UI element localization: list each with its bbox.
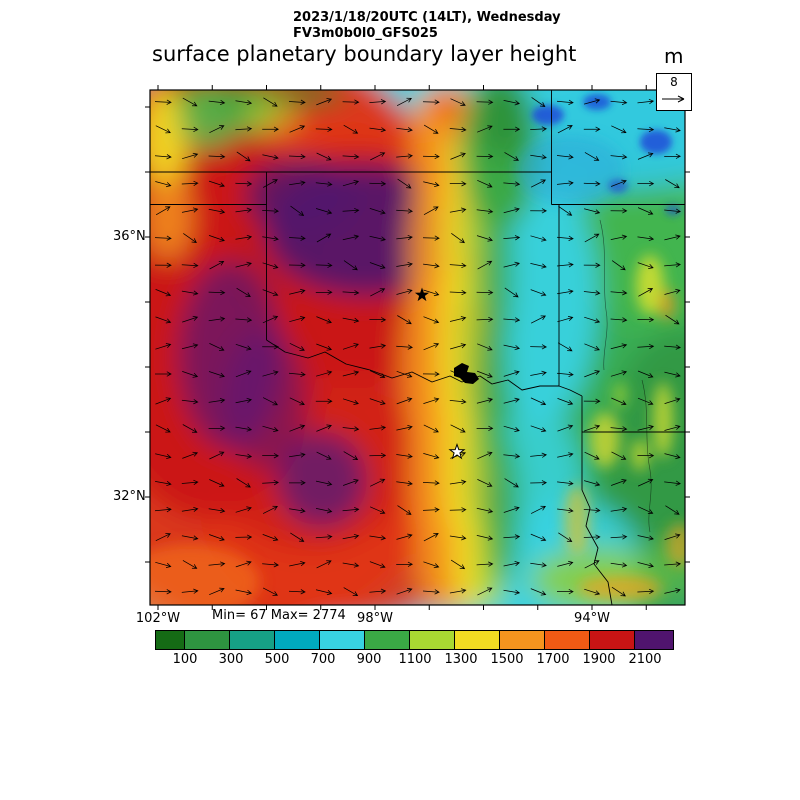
colorbar-segment (319, 630, 365, 650)
colorbar-tick-label: 300 (218, 652, 244, 667)
lon-label-98w: 98°W (357, 611, 393, 626)
map-frame (149, 89, 686, 606)
min-max-label: Min= 67 Max= 2774 (212, 608, 346, 623)
colorbar-tick-label: 700 (310, 652, 336, 667)
colorbar-tick-label: 1900 (582, 652, 616, 667)
colorbar-tick-label: 900 (356, 652, 382, 667)
colorbar (155, 630, 685, 650)
colorbar-tick-label: 1300 (444, 652, 478, 667)
colorbar-tick-label: 2100 (628, 652, 662, 667)
star-marker (414, 287, 430, 302)
star-marker (448, 442, 466, 460)
lat-label-32n: 32°N (113, 489, 146, 504)
colorbar-segment (454, 630, 500, 650)
units-label: m (664, 44, 684, 68)
colorbar-segment (155, 630, 185, 650)
colorbar-segment (634, 630, 674, 650)
lat-label-36n: 36°N (113, 229, 146, 244)
wind-arrows (154, 97, 682, 597)
colorbar-tick-label: 1100 (398, 652, 432, 667)
colorbar-tick-label: 1700 (536, 652, 570, 667)
plot-title: surface planetary boundary layer height (152, 42, 577, 66)
lon-label-94w: 94°W (574, 611, 610, 626)
colorbar-tick-label: 500 (264, 652, 290, 667)
right-arrow-icon (662, 95, 685, 103)
river-lines (599, 219, 652, 533)
colorbar-segment (544, 630, 590, 650)
colorbar-segment (589, 630, 635, 650)
colorbar-segment (184, 630, 230, 650)
station-stars (414, 287, 466, 460)
colorbar-tick-label: 1500 (490, 652, 524, 667)
map-plot (145, 85, 690, 610)
lon-label-102w: 102°W (135, 611, 181, 626)
colorbar-segment (499, 630, 545, 650)
datetime-title: 2023/1/18/20UTC (14LT), Wednesday (293, 10, 561, 25)
model-run-title: FV3m0b0l0_GFS025 (293, 26, 438, 41)
colorbar-segment (364, 630, 410, 650)
lake-texoma (454, 363, 479, 384)
colorbar-segment (409, 630, 455, 650)
colorbar-segment (229, 630, 275, 650)
colorbar-tick-label: 100 (172, 652, 198, 667)
colorbar-segment (274, 630, 320, 650)
axis-ticks (145, 85, 690, 610)
reference-vector-value: 8 (670, 75, 678, 89)
pblh-field (150, 90, 685, 605)
reference-vector-legend: 8 (656, 73, 692, 111)
